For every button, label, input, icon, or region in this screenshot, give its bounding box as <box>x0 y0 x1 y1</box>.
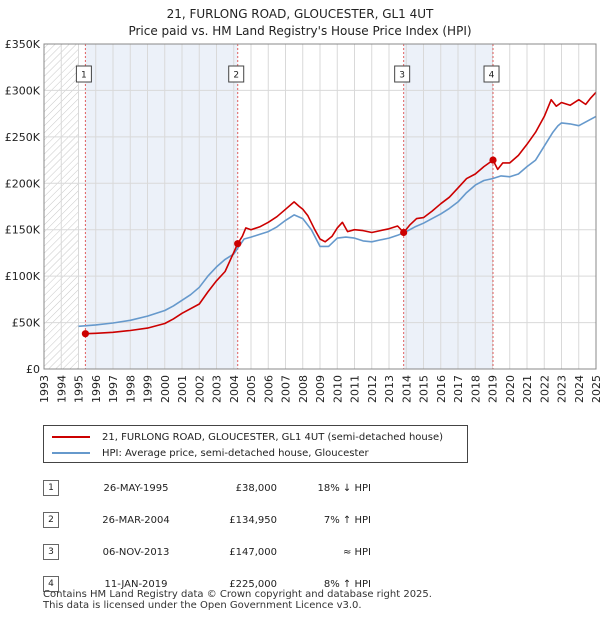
sale-date: 06-NOV-2013 <box>102 546 170 558</box>
y-tick-label: £300K <box>5 84 41 97</box>
x-tick-label: 1993 <box>38 375 51 403</box>
x-tick-label: 2012 <box>366 375 379 403</box>
series-line-property <box>85 91 597 335</box>
x-tick-label: 2020 <box>504 375 517 403</box>
x-tick-label: 2002 <box>193 375 206 403</box>
sale-price: £134,950 <box>229 514 277 526</box>
legend-item-hpi: HPI: Average price, semi-detached house,… <box>52 445 369 461</box>
price-chart: 1 2 3 4 £0 £50K £100K £150K £200K £250K £300K £350… <box>5 38 600 403</box>
x-tick-label: 2010 <box>331 375 344 403</box>
sale-marker-box <box>394 65 411 83</box>
x-tick-label: 2011 <box>349 375 362 403</box>
x-tick-label: 2017 <box>452 375 465 403</box>
sale-marker-label: 1 <box>81 71 87 81</box>
sale-marker-box <box>228 65 245 83</box>
x-tick-label: 1996 <box>90 375 103 403</box>
x-tick-label: 1995 <box>73 375 86 403</box>
x-tick-label: 2022 <box>538 375 551 403</box>
x-tick-label: 2024 <box>573 375 586 403</box>
chart-legend: 21, FURLONG ROAD, GLOUCESTER, GL1 4UT (s… <box>43 425 468 463</box>
y-tick-label: £0 <box>26 363 40 376</box>
attribution-footer: Contains HM Land Registry data © Crown c… <box>43 589 432 611</box>
sale-date: 26-MAR-2004 <box>102 514 170 526</box>
sale-hpi-comparison: 8% ↑ HPI <box>323 578 371 590</box>
x-tick-label: 1997 <box>107 375 120 403</box>
table-row: 4 11-JAN-2019 £225,000 8% ↑ HPI <box>43 568 371 600</box>
legend-swatch-property <box>52 436 90 438</box>
x-tick-label: 2009 <box>314 375 327 403</box>
sale-marker-box <box>483 65 500 83</box>
sale-number-badge: 1 <box>43 480 59 496</box>
sale-point <box>234 240 242 248</box>
x-tick-label: 2023 <box>556 375 569 403</box>
legend-label-hpi: HPI: Average price, semi-detached house,… <box>102 447 369 459</box>
table-row: 3 06-NOV-2013 £147,000 ≈ HPI <box>43 536 371 568</box>
x-tick-label: 2021 <box>521 375 534 403</box>
sales-table: 1 26-MAY-1995 £38,000 18% ↓ HPI 2 26-MAR… <box>43 472 371 600</box>
sale-date: 26-MAY-1995 <box>103 482 169 494</box>
x-tick-label: 2007 <box>280 375 293 403</box>
y-tick-label: £250K <box>5 131 41 144</box>
x-tick-label: 2000 <box>159 375 172 403</box>
sale-price: £147,000 <box>229 546 277 558</box>
sale-point <box>489 156 497 164</box>
plot-frame <box>43 43 597 370</box>
ownership-shade <box>403 44 494 369</box>
x-tick-label: 1999 <box>142 375 155 403</box>
sale-number-badge: 2 <box>43 512 59 528</box>
y-tick-label: £200K <box>5 177 41 190</box>
table-row: 2 26-MAR-2004 £134,950 7% ↑ HPI <box>43 504 371 536</box>
legend-swatch-hpi <box>52 452 90 454</box>
y-tick-label: £350K <box>5 38 41 51</box>
series-line-hpi <box>78 115 597 328</box>
x-tick-label: 1998 <box>124 375 137 403</box>
x-tick-label: 2018 <box>469 375 482 403</box>
legend-label-property: 21, FURLONG ROAD, GLOUCESTER, GL1 4UT (s… <box>102 431 444 443</box>
table-row: 1 26-MAY-1995 £38,000 18% ↓ HPI <box>43 472 371 504</box>
footer-line-2: This data is licensed under the Open Gov… <box>43 600 362 611</box>
x-tick-label: 2014 <box>400 375 413 403</box>
footer-line-1: Contains HM Land Registry data © Crown c… <box>43 589 432 600</box>
sale-marker-label: 4 <box>489 71 495 81</box>
x-tick-label: 2019 <box>487 375 500 403</box>
sale-point <box>400 228 408 237</box>
x-tick-label: 2016 <box>435 375 448 403</box>
legend-item-property: 21, FURLONG ROAD, GLOUCESTER, GL1 4UT (s… <box>52 429 443 445</box>
sale-hpi-comparison: 18% ↓ HPI <box>317 482 371 494</box>
x-tick-label: 2003 <box>211 375 224 403</box>
sale-price: £225,000 <box>229 578 277 590</box>
x-tick-label: 2013 <box>383 375 396 403</box>
sale-hpi-comparison: 7% ↑ HPI <box>323 514 371 526</box>
x-tick-label: 2006 <box>262 375 275 403</box>
x-tick-label: 2005 <box>245 375 258 403</box>
sale-hpi-comparison: ≈ HPI <box>342 546 371 558</box>
sale-marker-label: 2 <box>233 71 239 81</box>
title-line-2: Price paid vs. HM Land Registry's House … <box>128 24 472 38</box>
sale-marker-box <box>75 65 92 83</box>
ownership-shade <box>85 44 238 369</box>
x-tick-label: 2001 <box>176 375 189 403</box>
x-tick-label: 2008 <box>297 375 310 403</box>
x-tick-label: 2004 <box>228 375 241 403</box>
chart-title: 21, FURLONG ROAD, GLOUCESTER, GL1 4UT Pr… <box>0 6 600 40</box>
x-tick-label: 1994 <box>55 375 68 403</box>
sale-number-badge: 4 <box>43 576 59 592</box>
x-tick-label: 2025 <box>590 375 600 403</box>
title-line-1: 21, FURLONG ROAD, GLOUCESTER, GL1 4UT <box>166 7 434 21</box>
y-tick-label: £150K <box>5 224 41 237</box>
x-tick-label: 2015 <box>418 375 431 403</box>
sale-point <box>81 330 89 338</box>
y-tick-label: £100K <box>5 270 41 283</box>
sale-number-badge: 3 <box>43 544 59 560</box>
y-tick-label: £50K <box>12 317 41 330</box>
sale-marker-label: 3 <box>399 71 405 81</box>
sale-date: 11-JAN-2019 <box>104 578 168 590</box>
sale-price: £38,000 <box>235 482 277 494</box>
